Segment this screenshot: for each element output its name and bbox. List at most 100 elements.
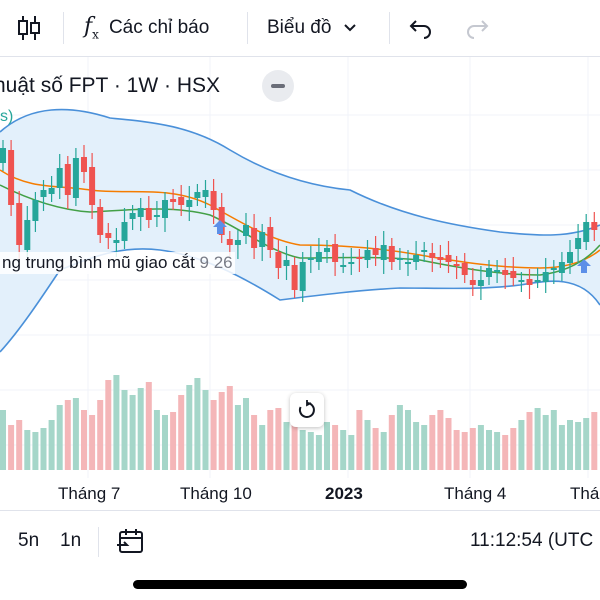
cross-markers	[213, 220, 591, 273]
volume-bar	[234, 405, 241, 470]
candle-body	[299, 262, 306, 291]
candle-body	[186, 200, 193, 207]
candle-body	[526, 279, 533, 285]
volume-bar	[121, 390, 128, 470]
volume-bar	[170, 412, 177, 470]
candle-body	[121, 222, 128, 241]
indicator-name: ng trung bình mũ giao cắt	[2, 253, 195, 272]
candle-body	[210, 191, 217, 210]
candle-body	[56, 168, 63, 188]
volume-bar	[396, 405, 403, 470]
candle-body	[291, 265, 298, 290]
time-axis[interactable]: Tháng 7 Tháng 10 2023 Tháng 4 Thá	[0, 478, 600, 510]
volume-bar	[315, 435, 322, 470]
chart-type-button[interactable]: Biểu đồ	[267, 8, 357, 48]
volume-bar	[113, 375, 120, 470]
volume-bar	[8, 425, 15, 470]
undo-icon[interactable]	[408, 8, 434, 48]
candle-body	[332, 244, 339, 262]
volume-bar	[477, 425, 484, 470]
candle-body	[518, 280, 525, 282]
volume-bar	[526, 412, 533, 470]
volume-bars	[0, 375, 598, 470]
volume-bar	[186, 385, 193, 470]
candle-body	[396, 258, 403, 260]
candle-body	[542, 272, 549, 282]
price-chart[interactable]	[0, 57, 600, 510]
volume-bar	[332, 425, 339, 470]
range-1d-button[interactable]: 1n	[60, 530, 82, 551]
volume-bar	[494, 432, 501, 470]
volume-bar	[259, 425, 266, 470]
candle-body	[129, 213, 136, 219]
chart-area[interactable]	[0, 57, 600, 510]
volume-bar	[340, 430, 347, 470]
volume-bar	[575, 422, 582, 470]
candle-body	[81, 157, 87, 172]
volume-bar	[550, 410, 557, 470]
candle-body	[380, 245, 387, 260]
time-axis-label: 2023	[325, 484, 363, 503]
candle-body	[364, 250, 371, 260]
candle-body	[437, 257, 444, 260]
candles-icon[interactable]	[14, 8, 44, 48]
collapse-legend-button[interactable]	[262, 70, 294, 102]
volume-bar	[24, 430, 31, 470]
candle-body	[97, 207, 104, 235]
go-to-date-icon[interactable]	[115, 527, 145, 563]
minus-icon	[271, 84, 285, 88]
candle-body	[453, 264, 460, 266]
volume-bar	[153, 410, 160, 470]
volume-bar	[518, 420, 525, 470]
candle-body	[461, 263, 468, 275]
candle-body	[16, 203, 23, 245]
volume-bar	[145, 382, 152, 470]
volume-bar	[40, 428, 47, 470]
candle-body	[72, 158, 79, 198]
clock-time[interactable]: 11:12:54 (UTC	[470, 530, 594, 551]
chevron-down-icon	[343, 17, 357, 39]
time-axis-label: Tháng 4	[444, 484, 507, 503]
volume-bar	[97, 400, 104, 470]
volume-bar	[364, 420, 371, 470]
volume-bar	[380, 432, 387, 470]
volume-bar	[486, 430, 492, 470]
volume-bar	[226, 386, 233, 470]
candle-body	[413, 255, 420, 262]
range-5d-button[interactable]: 5n	[18, 530, 40, 551]
candle-body	[429, 253, 436, 258]
volume-bar	[567, 420, 573, 470]
volume-bar	[210, 400, 217, 470]
time-axis-label: Thá	[570, 484, 600, 503]
candle-body	[388, 246, 395, 262]
fx-icon: fx	[84, 14, 99, 42]
volume-bar	[583, 418, 590, 470]
candle-body	[218, 207, 225, 235]
redo-icon[interactable]	[464, 8, 490, 48]
candle-body	[486, 268, 492, 277]
time-axis-label: Tháng 7	[58, 484, 121, 503]
bollinger-upper-line	[0, 108, 600, 236]
candle-body	[340, 265, 347, 267]
candle-body	[421, 250, 428, 252]
ema-slow-line	[0, 184, 600, 276]
candle-body	[583, 222, 590, 242]
candle-body	[64, 164, 71, 195]
candle-body	[48, 188, 55, 194]
indicator-legend[interactable]: ng trung bình mũ giao cắt 9 26	[0, 252, 235, 274]
candle-body	[356, 257, 363, 259]
volume-bar	[502, 435, 509, 470]
candle-body	[275, 252, 282, 268]
candle-body	[502, 270, 509, 275]
candle-body	[558, 262, 565, 273]
reset-chart-button[interactable]	[290, 393, 324, 427]
candle-body	[162, 200, 168, 218]
volume-bar	[243, 398, 249, 470]
candle-body	[567, 252, 573, 263]
volume-bar	[534, 408, 541, 470]
candle-body	[194, 192, 201, 198]
time-axis-label: Tháng 10	[180, 484, 252, 503]
candle-body	[575, 238, 582, 249]
volume-bar	[429, 415, 436, 470]
indicators-button[interactable]: fx Các chỉ báo	[84, 8, 209, 48]
